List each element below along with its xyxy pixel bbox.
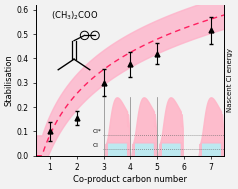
Text: CI*: CI* <box>92 129 101 134</box>
Y-axis label: Nascent CI energy: Nascent CI energy <box>227 48 233 112</box>
Text: (CH$_3$)$_2$COO: (CH$_3$)$_2$COO <box>51 9 99 22</box>
X-axis label: Co-product carbon number: Co-product carbon number <box>73 175 187 184</box>
Y-axis label: Stabilisation: Stabilisation <box>5 54 14 106</box>
Text: CI: CI <box>92 143 98 148</box>
